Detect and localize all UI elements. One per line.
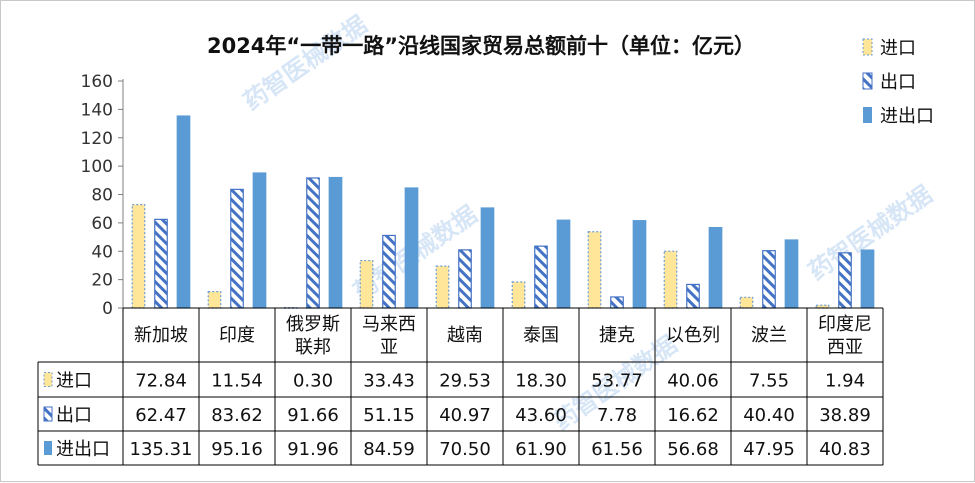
bar-export bbox=[762, 250, 776, 309]
table-cell: 11.54 bbox=[211, 371, 263, 392]
bar-export bbox=[306, 177, 320, 309]
table-cell: 18.30 bbox=[515, 371, 567, 392]
bar-export bbox=[686, 283, 700, 309]
legend-key-total bbox=[44, 441, 52, 455]
category-label: 越南 bbox=[447, 325, 483, 346]
category-label: 波兰 bbox=[751, 325, 787, 346]
y-tick-label: 60 bbox=[91, 214, 113, 234]
bar-import bbox=[587, 231, 602, 309]
table-cell: 61.90 bbox=[515, 439, 567, 460]
table-cell: 62.47 bbox=[135, 405, 187, 426]
category-label: 马来西亚 bbox=[362, 314, 416, 358]
bar-export bbox=[534, 245, 548, 309]
table-cell: 53.77 bbox=[591, 371, 643, 392]
table-cell: 40.40 bbox=[743, 405, 795, 426]
row-header: 出口 bbox=[56, 405, 92, 426]
legend-label: 出口 bbox=[880, 72, 916, 93]
table-cell: 72.84 bbox=[135, 371, 187, 392]
category-label: 俄罗斯联邦 bbox=[286, 314, 340, 358]
row-header: 进出口 bbox=[56, 439, 110, 460]
bar-import bbox=[435, 265, 450, 309]
y-tick-label: 100 bbox=[81, 157, 113, 177]
table-cell: 56.68 bbox=[667, 439, 719, 460]
bar-import bbox=[511, 281, 526, 309]
bars bbox=[131, 115, 875, 309]
bar-import bbox=[663, 250, 678, 309]
bar-total bbox=[252, 172, 267, 309]
bar-export bbox=[382, 234, 396, 309]
table-cell: 51.15 bbox=[363, 405, 415, 426]
bar-total bbox=[328, 176, 343, 309]
y-axis: 0 20 40 60 80 100 120 140 160 bbox=[81, 72, 124, 319]
bar-total bbox=[480, 207, 495, 309]
legend-key-export bbox=[43, 406, 53, 422]
legend-swatch-export bbox=[862, 72, 873, 90]
table-cell: 95.16 bbox=[211, 439, 263, 460]
y-tick-label: 120 bbox=[81, 129, 113, 149]
category-label: 新加坡 bbox=[134, 325, 188, 346]
bar-import bbox=[359, 259, 374, 309]
bar-export bbox=[610, 296, 624, 309]
table-cell: 33.43 bbox=[363, 371, 415, 392]
chart-title: 2024年“一带一路”沿线国家贸易总额前十（单位：亿元） bbox=[207, 34, 755, 58]
legend-key-import bbox=[43, 372, 53, 387]
legend-swatch-import bbox=[862, 38, 873, 56]
bar-import bbox=[131, 204, 146, 309]
bar-import bbox=[739, 296, 754, 309]
bar-export bbox=[458, 249, 472, 309]
table-cell: 91.96 bbox=[287, 439, 339, 460]
bar-total bbox=[404, 187, 419, 309]
bar-export bbox=[230, 188, 244, 309]
category-label: 印度尼西亚 bbox=[818, 314, 872, 358]
table-cell: 38.89 bbox=[819, 405, 871, 426]
bar-export bbox=[838, 252, 852, 309]
y-tick-label: 140 bbox=[81, 100, 113, 120]
bar-total bbox=[556, 219, 571, 309]
y-tick-label: 40 bbox=[91, 242, 113, 262]
legend-swatch-total bbox=[863, 107, 872, 123]
table-cell: 43.60 bbox=[515, 405, 567, 426]
legend-label: 进口 bbox=[880, 38, 916, 59]
bar-total bbox=[784, 239, 799, 309]
bar-export bbox=[154, 218, 168, 309]
table-cell: 0.30 bbox=[293, 371, 333, 392]
table-cell: 47.95 bbox=[743, 439, 795, 460]
table-cell: 7.78 bbox=[597, 405, 637, 426]
bar-total bbox=[860, 249, 875, 309]
category-label: 以色列 bbox=[666, 325, 720, 346]
y-tick-label: 160 bbox=[81, 72, 113, 92]
category-label: 捷克 bbox=[599, 325, 635, 346]
table-cell: 91.66 bbox=[287, 405, 339, 426]
table-cell: 16.62 bbox=[667, 405, 719, 426]
y-tick-label: 80 bbox=[91, 186, 113, 206]
table-cell: 84.59 bbox=[363, 439, 415, 460]
bar-total bbox=[632, 220, 647, 309]
table-cell: 1.94 bbox=[825, 371, 865, 392]
y-tick-label: 0 bbox=[102, 299, 113, 319]
table-cell: 61.56 bbox=[591, 439, 643, 460]
bar-total bbox=[176, 115, 191, 309]
category-label: 印度 bbox=[219, 325, 255, 346]
table-cell: 40.06 bbox=[667, 371, 719, 392]
category-label: 泰国 bbox=[523, 325, 559, 346]
table-cell: 83.62 bbox=[211, 405, 263, 426]
table-cell: 70.50 bbox=[439, 439, 491, 460]
row-header: 进口 bbox=[56, 371, 92, 392]
table-cell: 7.55 bbox=[749, 371, 789, 392]
bar-import bbox=[207, 291, 222, 309]
table-cell: 40.97 bbox=[439, 405, 491, 426]
watermark-text: 药智医械数据 bbox=[238, 10, 372, 116]
legend-label: 进出口 bbox=[880, 106, 934, 127]
table-cell: 29.53 bbox=[439, 371, 491, 392]
y-tick-label: 20 bbox=[91, 271, 113, 291]
table-cell: 135.31 bbox=[130, 439, 193, 460]
table-cell: 40.83 bbox=[819, 439, 871, 460]
bar-total bbox=[708, 226, 723, 309]
